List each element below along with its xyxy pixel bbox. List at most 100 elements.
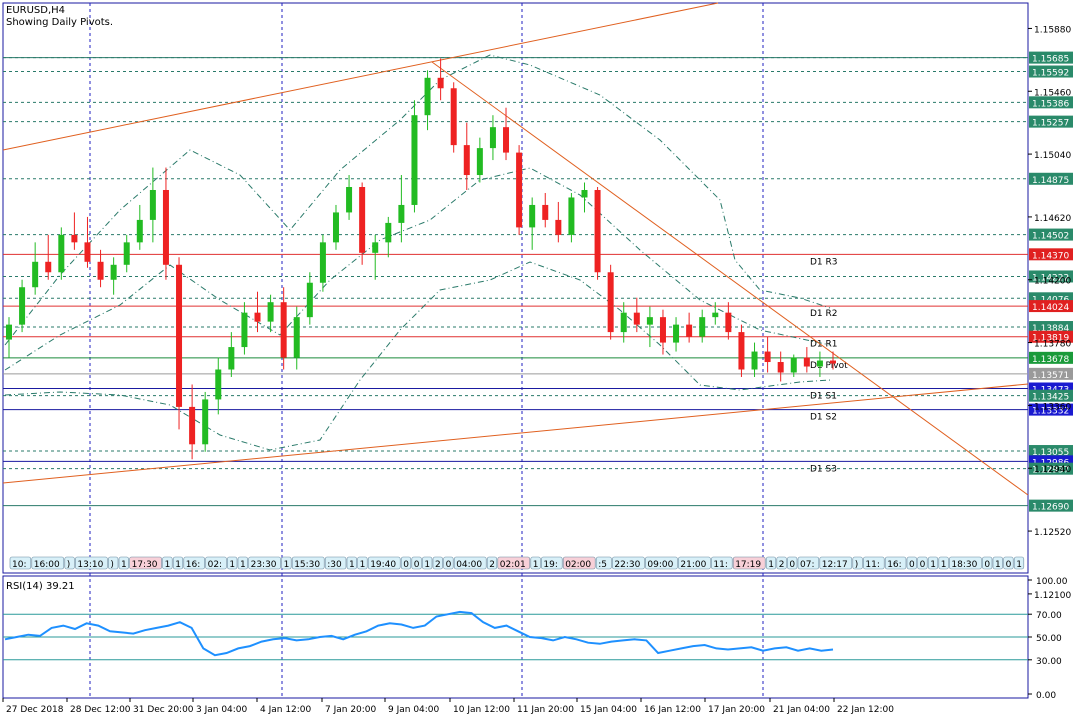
candle-body (84, 242, 91, 262)
time-chip-label: 2 (779, 560, 785, 570)
price-label-text: 1.14875 (1032, 176, 1069, 186)
band-curve (4, 54, 831, 346)
candle-body (489, 127, 496, 149)
time-chip (453, 556, 487, 570)
time-bar: 10: 16:00) 13:10) 1 17:30 1 1 16: 02: 1 1 23:30 1 15:… (9, 556, 1025, 570)
candle-body (463, 145, 470, 176)
candle-body (803, 357, 810, 367)
candle-body (607, 272, 614, 333)
trend-line (2, 2, 719, 151)
price-axis-labels: 1.15685 1.15592 1.15386 1.15257 1.14875 1.145… (1029, 51, 1073, 513)
candle-body (568, 197, 575, 235)
time-tick-label: 9 Jan 04:00 (388, 705, 440, 715)
time-chip (108, 556, 119, 570)
price-label-box (1029, 270, 1073, 283)
time-chip-label: 1 (240, 560, 246, 570)
candle-body (594, 189, 601, 273)
candle-body (372, 242, 379, 253)
time-chip (776, 556, 787, 570)
time-chip-label: 12:17 (822, 560, 848, 570)
price-label-box (1029, 445, 1073, 458)
candle-body (254, 312, 261, 322)
candle-body (673, 324, 680, 343)
time-chip (982, 556, 993, 570)
time-chip-label: 1 (175, 560, 181, 570)
candle-body (149, 189, 156, 220)
time-chip (1003, 556, 1014, 570)
time-chip (732, 556, 766, 570)
time-chip-label: 02:01 (500, 560, 526, 570)
time-tick-label: 22 Jan 12:00 (837, 705, 894, 715)
candle-body (555, 219, 562, 235)
rsi-tick-label: 70.00 (1036, 611, 1062, 621)
time-chip-label: 18:30 (951, 560, 977, 570)
rsi-label: RSI(14) 39.21 (6, 581, 75, 592)
candle-body (241, 312, 248, 348)
price-tick-label: 1.12520 (1034, 528, 1071, 538)
time-chip (497, 556, 531, 570)
time-tick-label: 10 Jan 12:00 (453, 705, 510, 715)
time-chip-label: 1 (360, 560, 366, 570)
price-label-text: 1.13332 (1032, 407, 1069, 417)
time-chip-label: 0 (1006, 560, 1012, 570)
time-chip-label: 1 (941, 560, 947, 570)
time-chip (530, 556, 541, 570)
time-chip (819, 556, 853, 570)
time-chip-label: 1 (533, 560, 539, 570)
time-chip-label: 19:40 (370, 560, 396, 570)
time-chip (1013, 556, 1025, 570)
price-tick-label: 1.14620 (1034, 214, 1071, 224)
candle-body (359, 187, 366, 253)
time-chip-label: 23:30 (251, 560, 277, 570)
candle-body (136, 219, 143, 243)
price-label-box (1029, 228, 1073, 241)
candle-body (189, 406, 196, 445)
time-chip-label: 0 (414, 560, 420, 570)
price-label-box (1029, 403, 1073, 416)
candle-body (71, 234, 78, 243)
candle-body (659, 317, 666, 343)
pivot-label: D1 S2 (810, 413, 837, 423)
candle-body (58, 234, 65, 273)
price-label-text: 1.14370 (1032, 251, 1069, 261)
time-chip-label: 1 (930, 560, 936, 570)
price-label-text: 1.13819 (1032, 334, 1069, 344)
time-chip (291, 556, 325, 570)
time-tick-label: 7 Jan 20:00 (325, 705, 377, 715)
time-chip (645, 556, 678, 570)
price-label-text: 1.13055 (1032, 448, 1069, 458)
candle-body (32, 261, 39, 288)
main-plot-frame (2, 2, 1029, 574)
time-chip-label: 11: (713, 560, 727, 570)
time-chip (400, 556, 412, 570)
time-chip (863, 556, 885, 570)
candle-body (346, 187, 353, 213)
candle-body (332, 212, 339, 243)
time-chip (678, 556, 711, 570)
time-tick-label: 17 Jan 20:00 (708, 705, 765, 715)
time-chip-label: 02:00 (565, 560, 591, 570)
rsi-panel: 100.00 70.00 50.00 30.00 0.00 (3, 577, 1068, 701)
time-chip (938, 556, 949, 570)
time-chip (183, 556, 205, 570)
time-chip-label: :30 (327, 560, 342, 570)
candle-body (725, 312, 732, 333)
candle-body (450, 88, 457, 146)
time-chip-label: 1 (165, 560, 171, 570)
price-label-box (1029, 351, 1073, 364)
pivot-label: D1 R1 (810, 340, 838, 350)
price-label-box (1029, 330, 1073, 343)
time-chip-label: 15:30 (294, 560, 320, 570)
trend-line (431, 61, 1029, 496)
time-chip (612, 556, 645, 570)
candle-body (581, 189, 588, 198)
candle-body (176, 264, 183, 407)
candle-body (437, 77, 444, 89)
time-chip (346, 556, 357, 570)
price-tick-label: 1.12940 (1034, 465, 1071, 475)
rsi-tick-label: 100.00 (1036, 577, 1068, 587)
time-chip (917, 556, 928, 570)
time-chip-label: 19: (543, 560, 557, 570)
